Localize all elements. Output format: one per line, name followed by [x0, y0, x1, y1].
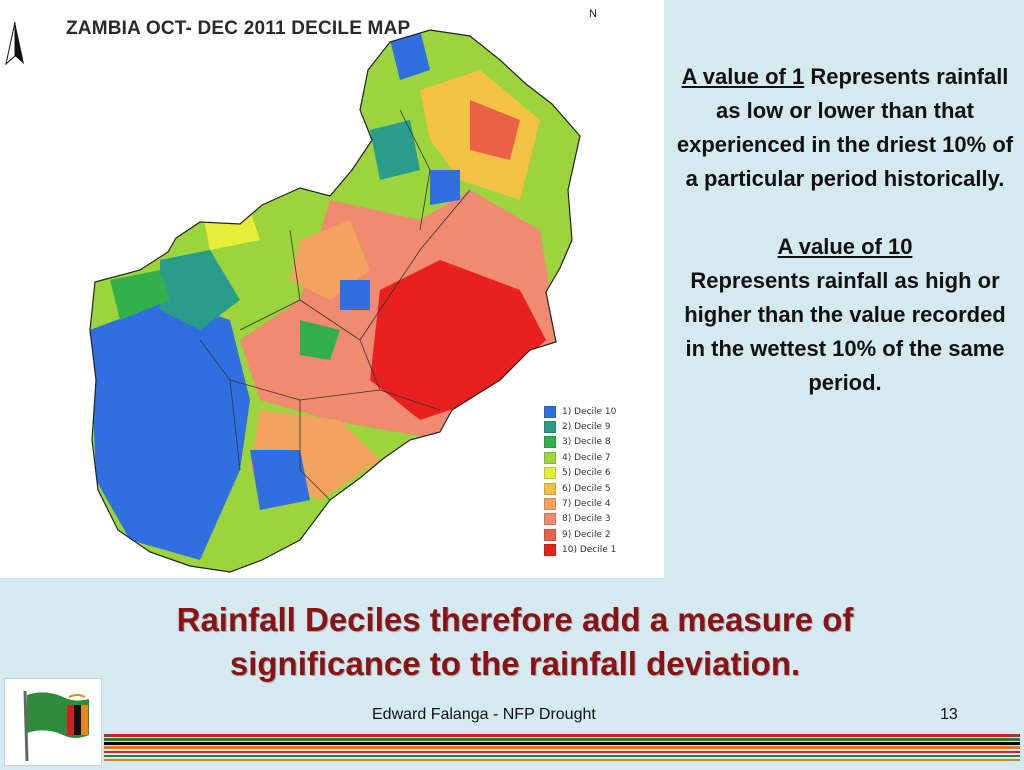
- legend-swatch: [544, 451, 556, 464]
- legend-label: 4) Decile 7: [562, 452, 611, 463]
- stripe-green-2: [104, 755, 1020, 757]
- north-label: N: [589, 8, 597, 20]
- legend-item: 6) Decile 5: [544, 481, 616, 496]
- headline-line-2: significance to the rainfall deviation.: [229, 645, 801, 682]
- stripe-green: [104, 738, 1020, 741]
- zambia-flag-image: [4, 678, 102, 766]
- explanation-value-1: A value of 1 Represents rainfall as low …: [672, 60, 1018, 196]
- page-number: 13: [940, 706, 958, 723]
- legend-swatch: [544, 467, 556, 480]
- legend-label: 1) Decile 10: [562, 406, 617, 417]
- slide-headline: Rainfall Deciles therefore add a measure…: [60, 598, 970, 686]
- legend-item: 2) Decile 9: [544, 419, 616, 434]
- legend-item: 4) Decile 7: [544, 450, 616, 465]
- value-1-heading: A value of 1: [681, 64, 805, 89]
- legend-item: 10) Decile 1: [544, 543, 616, 558]
- legend-label: 7) Decile 4: [562, 499, 611, 510]
- legend-label: 6) Decile 5: [562, 483, 611, 494]
- footer-stripes: [104, 734, 1020, 768]
- stripe-orange: [104, 746, 1020, 749]
- legend-label: 3) Decile 8: [562, 437, 611, 448]
- stripe-red-2: [104, 751, 1020, 753]
- flag-icon: [23, 690, 89, 762]
- stripe-black: [104, 742, 1020, 745]
- legend-swatch: [544, 498, 556, 511]
- map-title: ZAMBIA OCT- DEC 2011 DECILE MAP: [66, 18, 411, 39]
- legend-swatch: [544, 436, 556, 449]
- stripe-orange-2: [104, 759, 1020, 761]
- legend-item: 9) Decile 2: [544, 527, 616, 542]
- legend-label: 8) Decile 3: [562, 514, 611, 525]
- legend-swatch: [544, 544, 556, 557]
- legend-label: 10) Decile 1: [562, 545, 617, 556]
- legend-swatch: [544, 513, 556, 526]
- legend-item: 5) Decile 6: [544, 466, 616, 481]
- value-1-description: Represents rainfall as low or lower than…: [676, 64, 1014, 191]
- footer-author: Edward Falanga - NFP Drought: [372, 706, 596, 723]
- legend-label: 2) Decile 9: [562, 422, 611, 433]
- legend-item: 3) Decile 8: [544, 435, 616, 450]
- legend-label: 9) Decile 2: [562, 529, 611, 540]
- legend-item: 8) Decile 3: [544, 512, 616, 527]
- north-arrow-icon: [5, 21, 24, 66]
- legend-item: 7) Decile 4: [544, 496, 616, 511]
- legend-swatch: [544, 405, 556, 418]
- legend-swatch: [544, 482, 556, 495]
- decile-map-panel: ZAMBIA OCT- DEC 2011 DECILE MAP N 1) Dec…: [0, 0, 664, 578]
- explanation-value-10: A value of 10 Represents rainfall as hig…: [672, 230, 1018, 400]
- legend-item: 1) Decile 10: [544, 404, 616, 419]
- decile-explanation: A value of 1 Represents rainfall as low …: [672, 60, 1018, 400]
- legend-swatch: [544, 421, 556, 434]
- legend-swatch: [544, 528, 556, 541]
- value-10-description: Represents rainfall as high or higher th…: [684, 268, 1006, 395]
- stripe-red: [104, 734, 1020, 737]
- zambia-map-image: [89, 29, 581, 573]
- legend-label: 5) Decile 6: [562, 468, 611, 479]
- headline-line-1: Rainfall Deciles therefore add a measure…: [176, 601, 854, 638]
- value-10-heading: A value of 10: [777, 234, 913, 259]
- decile-legend: 1) Decile 10 2) Decile 9 3) Decile 8 4) Dec…: [544, 404, 616, 558]
